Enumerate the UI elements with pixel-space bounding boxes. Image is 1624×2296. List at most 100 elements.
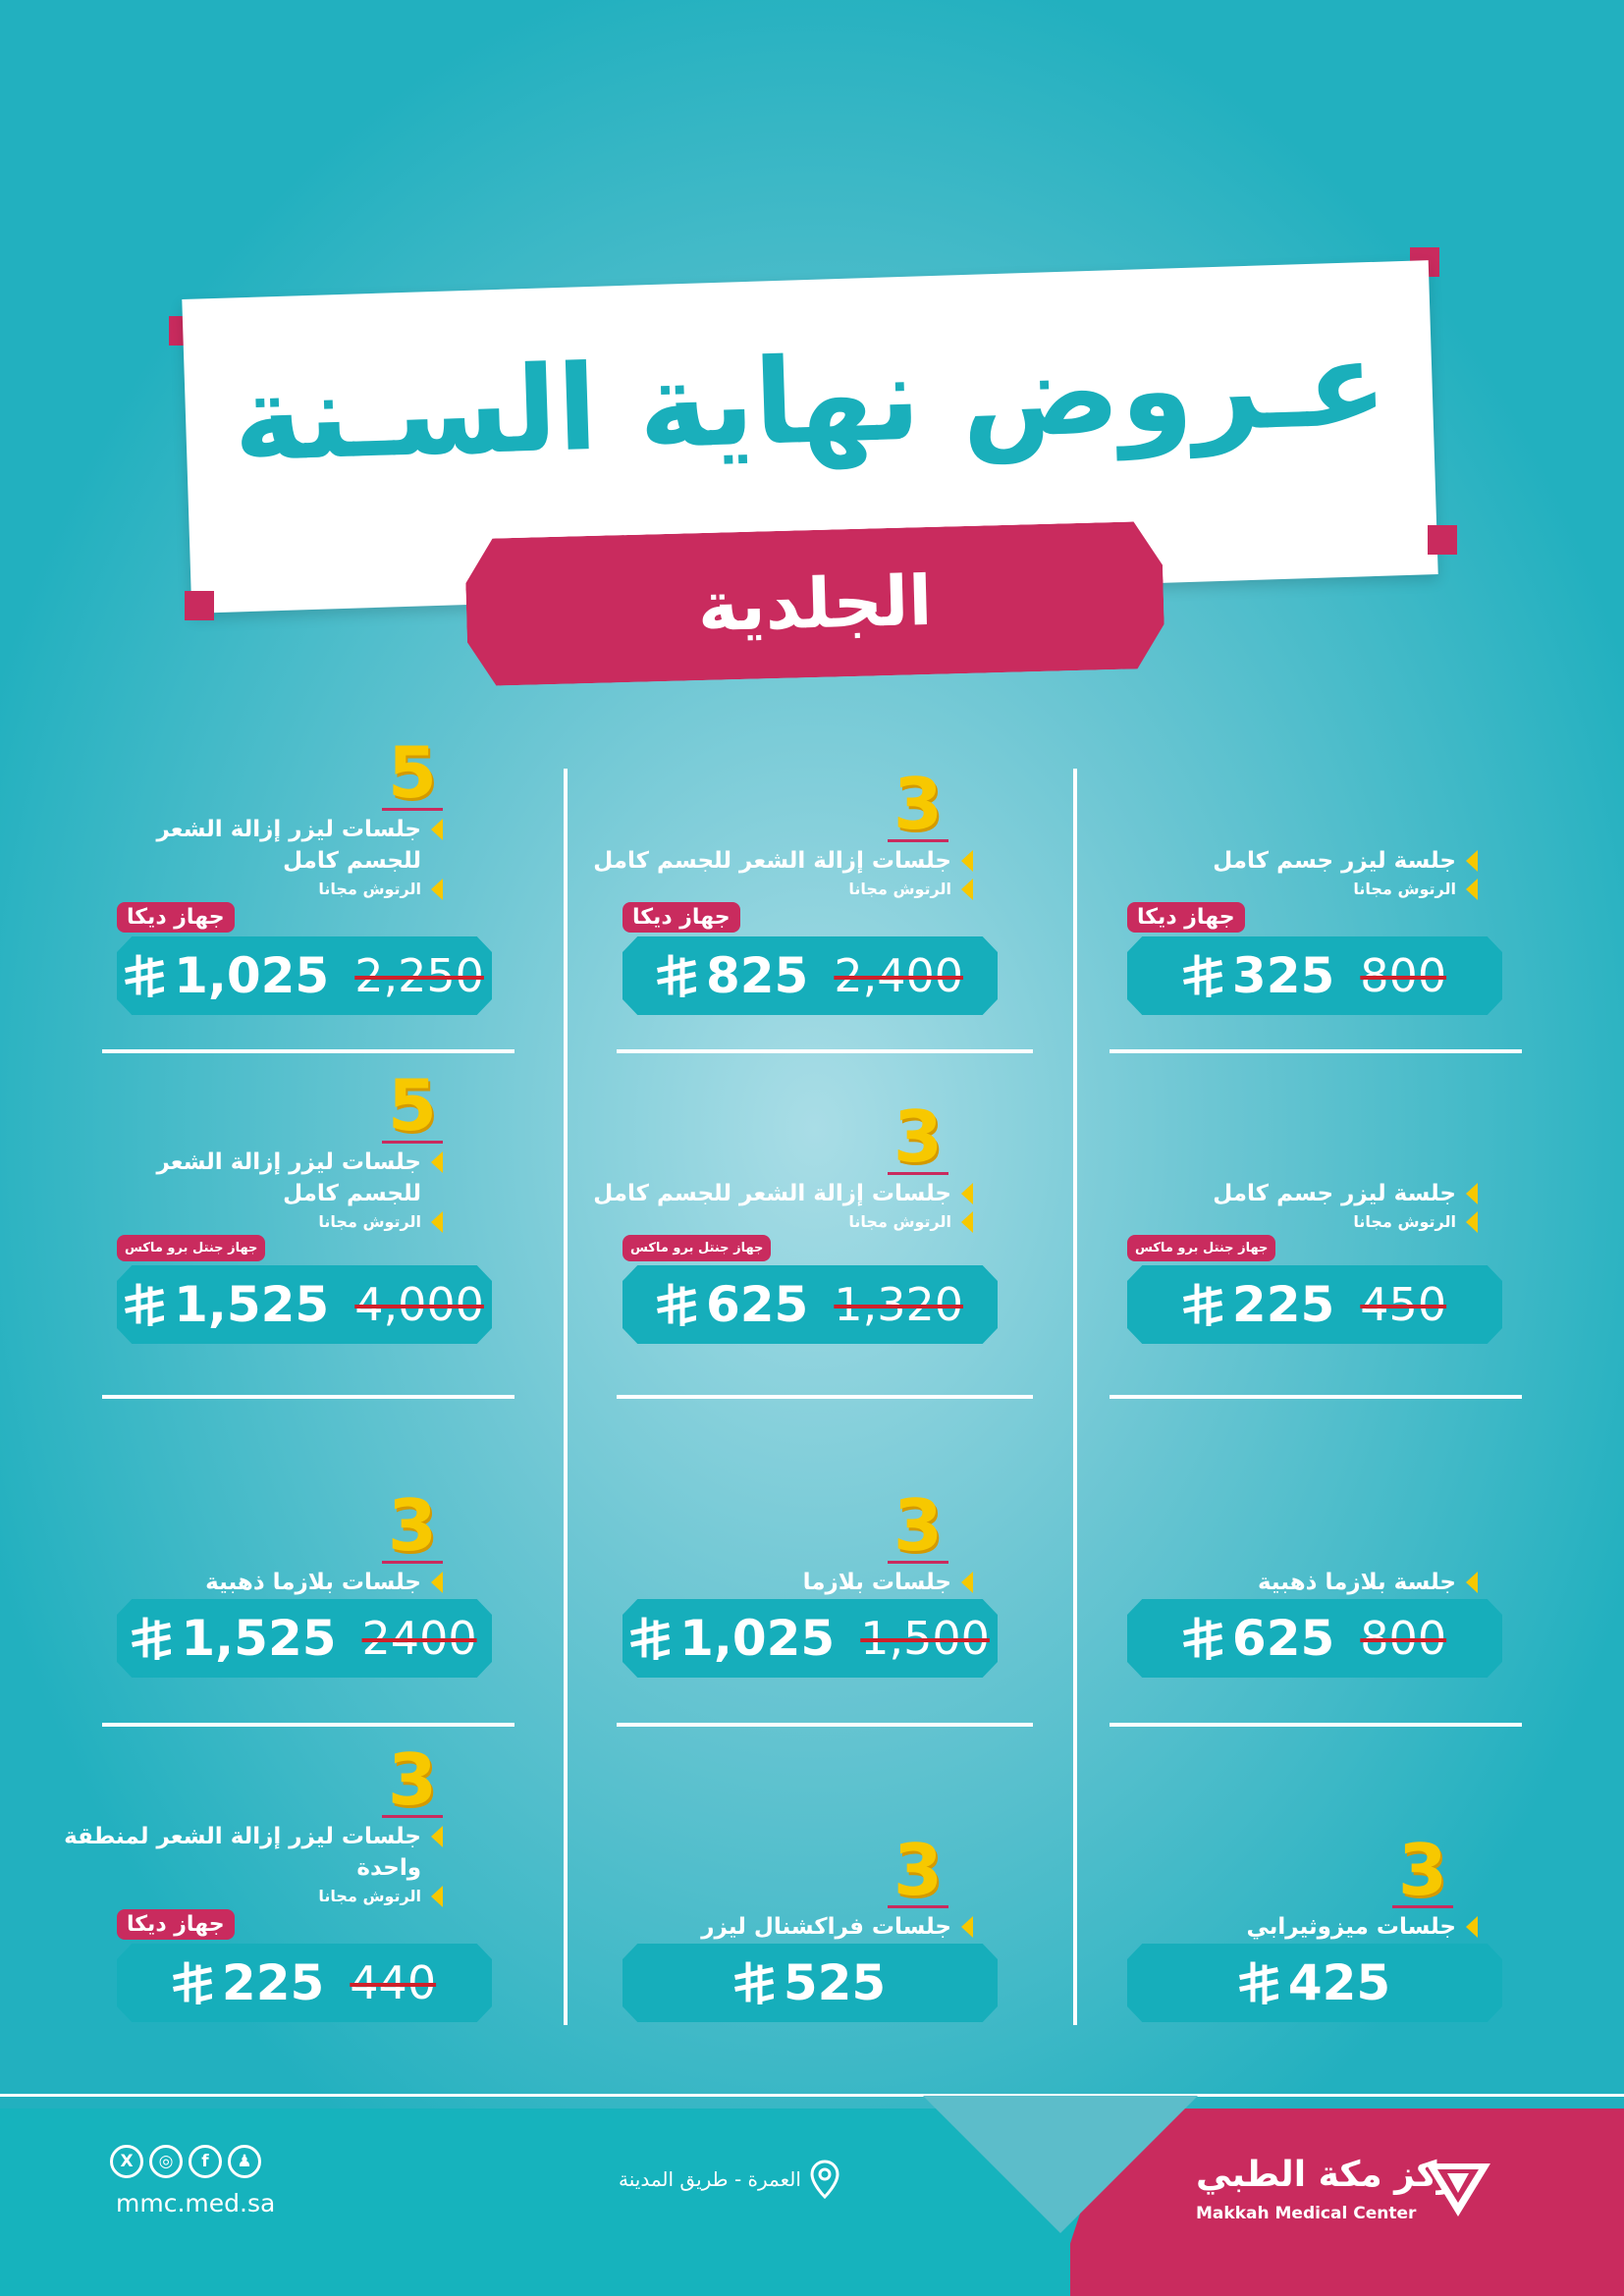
decor-square	[185, 591, 214, 620]
riyal-icon	[657, 954, 696, 997]
website-link[interactable]: mmc.med.sa	[116, 2189, 276, 2217]
logo-english: Makkah Medical Center	[1196, 2204, 1417, 2223]
facebook-icon[interactable]: f	[189, 2145, 222, 2178]
new-price: 325	[1182, 947, 1335, 1004]
row-divider	[617, 1049, 1033, 1053]
offer-line: الرتوش مجانا	[1127, 1210, 1478, 1233]
offer-card: 3 جلسات ليزر إزالة الشعر لمنطقة واحدة الرتو…	[64, 1744, 492, 2022]
riyal-icon	[733, 1961, 774, 2004]
instagram-icon[interactable]: ◎	[149, 2145, 183, 2178]
offer-line: جلسات بلازما ذهبية	[117, 1570, 443, 1595]
row-divider	[617, 1723, 1033, 1727]
session-count: 3	[887, 1835, 948, 1908]
riyal-icon	[1182, 1617, 1222, 1660]
old-price: 1,500	[860, 1612, 990, 1665]
offer-card: 3 جلسات ميزوثيرابي 425	[1127, 1835, 1502, 2022]
new-price-value: 825	[705, 947, 809, 1004]
old-price: 2400	[361, 1612, 477, 1665]
riyal-icon	[1182, 1283, 1222, 1326]
offer-card: جلسة ليزر جسم كامل الرتوش مجانا جهاز ديكا 8…	[1127, 842, 1502, 1015]
device-badge: جهاز جنتل برو ماكس	[623, 1235, 772, 1261]
price-box: 2400 1,525	[117, 1599, 492, 1678]
social-links: X ◎ f ♟	[110, 2145, 261, 2178]
riyal-icon	[1238, 1961, 1278, 2004]
old-price: 1,320	[834, 1278, 964, 1331]
riyal-icon	[172, 1961, 212, 2004]
offer-card: جلسة ليزر جسم كامل الرتوش مجانا جهاز جنتل …	[1127, 1175, 1502, 1344]
new-price: 225	[172, 1954, 324, 2011]
offer-line: الرتوش مجانا	[623, 1210, 973, 1233]
offer-line: الرتوش مجانا	[117, 878, 443, 900]
offer-line: الرتوش مجانا	[117, 1885, 443, 1907]
footer-brand-panel	[1070, 2109, 1624, 2296]
row-divider	[1110, 1723, 1522, 1727]
address-text: العمرة - طريق المدينة	[619, 2167, 801, 2191]
location-pin-icon	[810, 2160, 839, 2199]
price-box: 800 325	[1127, 936, 1502, 1015]
old-price: 2,250	[354, 949, 484, 1002]
device-badge: جهاز ديكا	[623, 902, 740, 933]
new-price-value: 625	[705, 1276, 809, 1333]
price-box: 425	[1127, 1944, 1502, 2022]
new-price: 225	[1182, 1276, 1335, 1333]
riyal-icon	[630, 1617, 671, 1660]
riyal-icon	[125, 1283, 165, 1326]
device-badge: جهاز ديكا	[117, 1909, 235, 1940]
offer-card: 5 جلسات ليزر إزالة الشعر للجسم كامل الرتوش …	[117, 737, 492, 1015]
session-count: 5	[381, 737, 443, 811]
session-count: 3	[381, 1744, 443, 1818]
price-box: 450 225	[1127, 1265, 1502, 1344]
offer-line: جلسة بلازما ذهبية	[1127, 1570, 1478, 1595]
new-price: 425	[1238, 1954, 1390, 2011]
session-count: 3	[887, 1101, 948, 1175]
column-divider	[1073, 769, 1077, 2025]
session-count: 5	[381, 1070, 443, 1144]
row-divider	[617, 1395, 1033, 1399]
offer-line: الرتوش مجانا	[1127, 878, 1478, 900]
old-price: 800	[1360, 949, 1447, 1002]
offer-card: جلسة بلازما ذهبية 800 625	[1127, 1564, 1502, 1678]
offer-card: 3 جلسات بلازما ذهبية 2400 1,525	[117, 1490, 492, 1678]
row-divider	[102, 1049, 514, 1053]
new-price-value: 1,525	[181, 1610, 337, 1667]
riyal-icon	[657, 1283, 696, 1326]
price-box: 1,500 1,025	[623, 1599, 998, 1678]
new-price-value: 1,025	[174, 947, 330, 1004]
offer-card: 5 جلسات ليزر إزالة الشعر للجسم كامل الرتوش …	[117, 1070, 492, 1344]
offer-line: جلسات ليزر إزالة الشعر لمنطقة	[64, 1824, 443, 1849]
device-badge: جهاز جنتل برو ماكس	[1127, 1235, 1276, 1261]
new-price-value: 325	[1231, 947, 1335, 1004]
offer-line: جلسة ليزر جسم كامل	[1127, 1181, 1478, 1206]
row-divider	[1110, 1049, 1522, 1053]
old-price: 440	[350, 1956, 437, 2009]
new-price-value: 225	[1231, 1276, 1335, 1333]
address: العمرة - طريق المدينة	[619, 2160, 840, 2199]
snapchat-icon[interactable]: ♟	[228, 2145, 261, 2178]
new-price: 1,025	[630, 1610, 835, 1667]
x-icon[interactable]: X	[110, 2145, 143, 2178]
offer-card: 3 جلسات إزالة الشعر للجسم كامل الرتوش مجان…	[593, 769, 998, 1015]
offer-line: جلسات ليزر إزالة الشعر	[117, 817, 443, 842]
riyal-icon	[1182, 954, 1222, 997]
riyal-icon	[132, 1617, 172, 1660]
new-price: 1,525	[125, 1276, 329, 1333]
session-count: 3	[381, 1490, 443, 1564]
price-box: 2,250 1,025	[117, 936, 492, 1015]
new-price: 525	[733, 1954, 887, 2011]
offer-line: واحدة	[356, 1855, 421, 1881]
new-price: 1,525	[132, 1610, 337, 1667]
device-badge: جهاز ديكا	[117, 902, 235, 933]
row-divider	[102, 1723, 514, 1727]
new-price-value: 625	[1231, 1610, 1335, 1667]
offer-line: جلسات ميزوثيرابي	[1127, 1914, 1478, 1940]
old-price: 450	[1360, 1278, 1447, 1331]
old-price: 2,400	[834, 949, 964, 1002]
offer-line: للجسم كامل	[283, 848, 421, 874]
session-count: 3	[1391, 1835, 1453, 1908]
new-price-value: 525	[783, 1954, 887, 2011]
session-count: 3	[887, 1490, 948, 1564]
offer-line: الرتوش مجانا	[117, 1210, 443, 1233]
new-price-value: 1,525	[174, 1276, 330, 1333]
new-price: 625	[1182, 1610, 1335, 1667]
offer-line: جلسات إزالة الشعر للجسم كامل	[593, 1181, 973, 1206]
